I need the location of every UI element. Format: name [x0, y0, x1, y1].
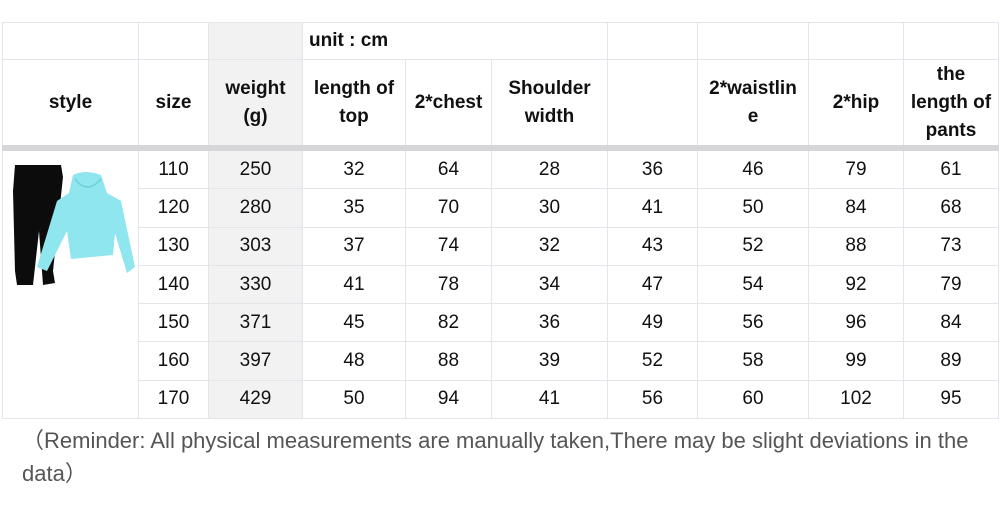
reminder-note: （Reminder: All physical measurements are… — [22, 428, 969, 486]
table-cell: 58 — [697, 341, 809, 381]
table-cell: 73 — [903, 226, 999, 266]
table-cell: 88 — [808, 226, 904, 266]
table-cell: 78 — [405, 264, 492, 305]
table-cell: 88 — [405, 341, 492, 381]
table-cell: 371 — [208, 303, 303, 343]
cell — [2, 22, 139, 60]
table-row: 130 303 37 74 32 43 52 88 73 — [3, 226, 999, 266]
table-cell: 250 — [208, 147, 303, 190]
cell — [607, 22, 698, 60]
table-cell: 280 — [208, 188, 303, 228]
table-cell: 68 — [903, 188, 999, 228]
table-cell: 120 — [138, 188, 209, 228]
size-chart-table: unit : cm style size weight (g) length o… — [2, 22, 999, 420]
table-cell: 140 — [138, 264, 209, 305]
table-cell: 56 — [697, 303, 809, 343]
header-waistline: 2*waistlin e — [697, 59, 809, 151]
hoodie-image — [37, 172, 135, 273]
table-cell: 52 — [697, 226, 809, 266]
table-cell: 35 — [302, 188, 406, 228]
table-cell: 47 — [607, 264, 698, 305]
table-cell: 61 — [903, 147, 999, 190]
table-cell: 89 — [903, 341, 999, 381]
cell — [208, 22, 303, 60]
table-cell: 160 — [138, 341, 209, 381]
table-cell: 150 — [138, 303, 209, 343]
table-row: 150 371 45 82 36 49 56 96 84 — [3, 303, 999, 343]
table-cell: 429 — [208, 379, 303, 420]
table-cell: 74 — [405, 226, 492, 266]
table-cell: 48 — [302, 341, 406, 381]
table-cell: 32 — [491, 226, 608, 266]
table-cell: 79 — [903, 264, 999, 305]
table-cell: 397 — [208, 341, 303, 381]
table-row: 170 429 50 94 41 56 60 102 95 — [3, 379, 999, 420]
table-cell: 84 — [808, 188, 904, 228]
table-cell: 36 — [607, 147, 698, 190]
table-cell: 99 — [808, 341, 904, 381]
header-style: style — [2, 59, 139, 151]
table-cell: 96 — [808, 303, 904, 343]
cell — [903, 22, 999, 60]
header-length-of-top: length of top — [302, 59, 406, 151]
table-cell: 92 — [808, 264, 904, 305]
table-cell: 39 — [491, 341, 608, 381]
tracksuit-image — [13, 165, 135, 285]
header-hip: 2*hip — [808, 59, 904, 151]
header-pants-length: the length of pants — [903, 59, 999, 151]
table-cell: 70 — [405, 188, 492, 228]
table-cell: 50 — [302, 379, 406, 420]
table-cell: 36 — [491, 303, 608, 343]
header-row: style size weight (g) length of top 2*ch… — [2, 59, 999, 151]
table-cell: 82 — [405, 303, 492, 343]
table-cell: 170 — [138, 379, 209, 420]
table-cell: 60 — [697, 379, 809, 420]
cell — [697, 22, 809, 60]
table-cell: 84 — [903, 303, 999, 343]
table-cell: 41 — [302, 264, 406, 305]
table-cell: 43 — [607, 226, 698, 266]
table-cell: 110 — [138, 147, 209, 190]
header-blank — [607, 59, 698, 151]
header-shoulder-width: Shoulder width — [491, 59, 608, 151]
table-cell: 94 — [405, 379, 492, 420]
table-cell: 41 — [607, 188, 698, 228]
table-cell: 52 — [607, 341, 698, 381]
header-chest: 2*chest — [405, 59, 492, 151]
table-cell: 54 — [697, 264, 809, 305]
style-image — [2, 147, 139, 419]
cell — [138, 22, 209, 60]
table-row: 160 397 48 88 39 52 58 99 89 — [3, 341, 999, 381]
table-cell: 79 — [808, 147, 904, 190]
table-cell: 37 — [302, 226, 406, 266]
table-row: 140 330 41 78 34 47 54 92 79 — [3, 264, 999, 305]
unit-label: unit : cm — [302, 22, 608, 60]
table-cell: 102 — [808, 379, 904, 420]
table-cell: 30 — [491, 188, 608, 228]
table-cell: 330 — [208, 264, 303, 305]
table-cell: 32 — [302, 147, 406, 190]
table-cell: 303 — [208, 226, 303, 266]
table-cell: 46 — [697, 147, 809, 190]
cell — [808, 22, 904, 60]
table-cell: 49 — [607, 303, 698, 343]
table-cell: 50 — [697, 188, 809, 228]
unit-row: unit : cm — [2, 22, 999, 60]
table-cell: 45 — [302, 303, 406, 343]
header-weight: weight (g) — [208, 59, 303, 151]
table-row: 120 280 35 70 30 41 50 84 68 — [3, 188, 999, 228]
table-cell: 95 — [903, 379, 999, 420]
table-row: 110 250 32 64 28 36 46 79 61 — [2, 147, 999, 419]
table-cell: 28 — [491, 147, 608, 190]
table-cell: 64 — [405, 147, 492, 190]
table-cell: 41 — [491, 379, 608, 420]
header-size: size — [138, 59, 209, 151]
table-cell: 34 — [491, 264, 608, 305]
table-cell: 130 — [138, 226, 209, 266]
table-cell: 56 — [607, 379, 698, 420]
